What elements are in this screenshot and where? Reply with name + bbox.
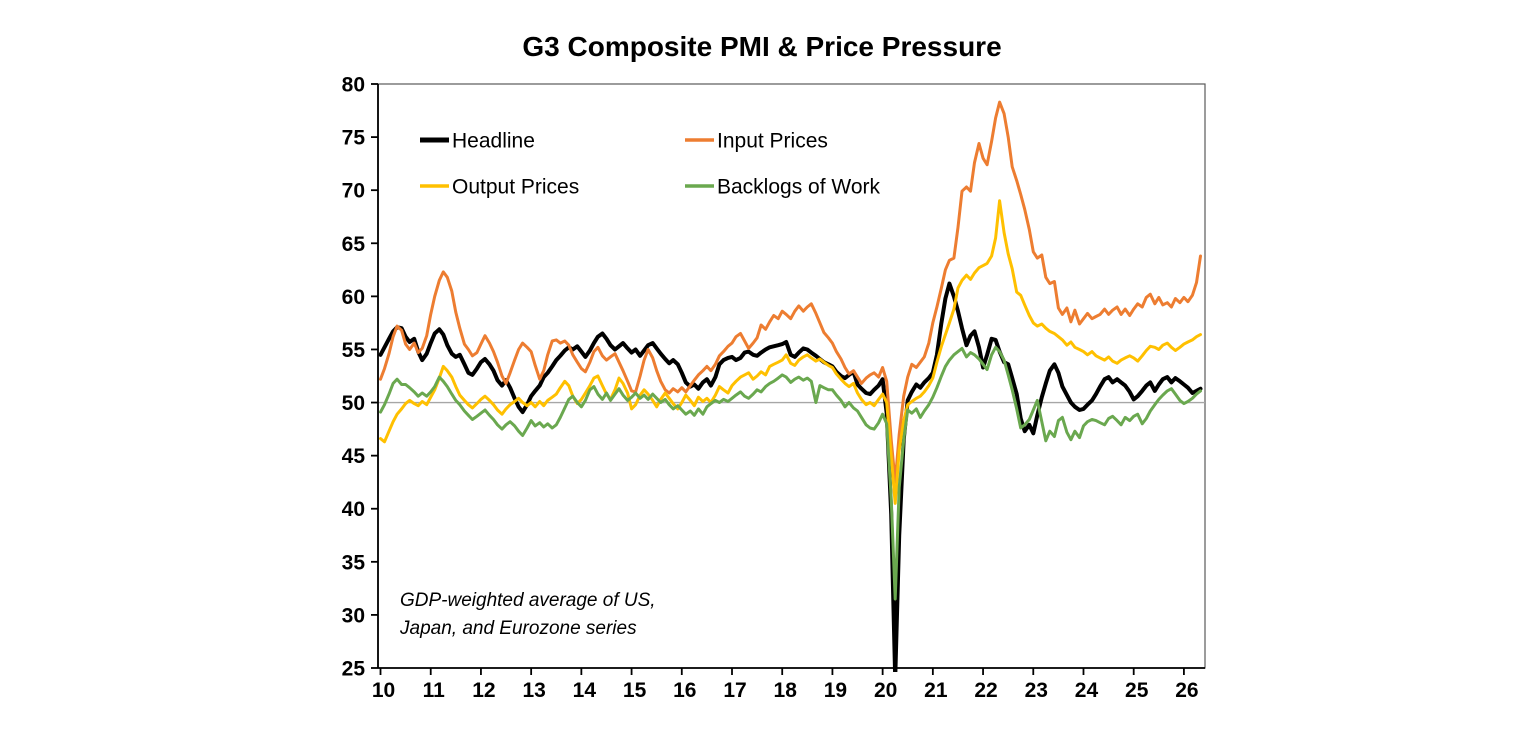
x-tick-label: 18 bbox=[774, 679, 798, 702]
axes: 25 30 35 40 45 50 55 60 65 70 75 80 10 11 12 13 14 15 16 17… bbox=[342, 74, 1205, 702]
legend-item: Backlogs of Work bbox=[685, 176, 881, 199]
y-tick-label: 80 bbox=[342, 74, 365, 97]
y-tick-label: 25 bbox=[342, 658, 366, 681]
y-tick-label: 75 bbox=[342, 127, 366, 150]
x-tick-label: 20 bbox=[874, 679, 897, 702]
y-tick-label: 65 bbox=[342, 233, 366, 256]
y-tick-label: 50 bbox=[342, 392, 365, 415]
series-lines bbox=[378, 100, 1203, 672]
annotation-line-2: Japan, and Eurozone series bbox=[399, 618, 637, 639]
x-tick-label: 22 bbox=[974, 679, 997, 702]
output-prices-series-line bbox=[379, 199, 1202, 505]
x-tick-label: 15 bbox=[623, 679, 647, 702]
x-tick-label: 19 bbox=[824, 679, 847, 702]
annotation-line-1: GDP-weighted average of US, bbox=[400, 590, 656, 611]
input-prices-series-line bbox=[379, 100, 1202, 484]
legend-item-label: Backlogs of Work bbox=[717, 176, 881, 199]
y-tick-label: 60 bbox=[342, 286, 365, 309]
x-tick-label: 23 bbox=[1025, 679, 1048, 702]
y-tick-label: 70 bbox=[342, 180, 365, 203]
x-tick-label: 14 bbox=[573, 679, 597, 702]
legend-item: Headline bbox=[420, 130, 535, 153]
y-tick-label: 35 bbox=[342, 551, 366, 574]
x-tick-label: 13 bbox=[522, 679, 545, 702]
x-tick-label: 12 bbox=[472, 679, 495, 702]
x-tick-label: 17 bbox=[723, 679, 746, 702]
y-tick-label: 30 bbox=[342, 604, 365, 627]
y-tick-label: 45 bbox=[342, 445, 366, 468]
x-tick-label: 24 bbox=[1075, 679, 1099, 702]
x-tick-label: 25 bbox=[1125, 679, 1149, 702]
legend-item-label: Input Prices bbox=[717, 130, 828, 153]
legend-item-label: Output Prices bbox=[452, 176, 579, 199]
x-tick-label: 10 bbox=[372, 679, 395, 702]
backlogs-of-work-series-line bbox=[379, 345, 1202, 601]
legend-item: Input Prices bbox=[685, 130, 828, 153]
chart-title: G3 Composite PMI & Price Pressure bbox=[522, 31, 1001, 62]
chart-legend: Headline Input Prices Output Prices Backlog… bbox=[420, 130, 881, 199]
x-tick-label: 16 bbox=[673, 679, 696, 702]
x-tick-label: 21 bbox=[924, 679, 948, 702]
y-tick-label: 55 bbox=[342, 339, 366, 362]
headline-series-line bbox=[378, 281, 1203, 672]
legend-item: Output Prices bbox=[420, 176, 579, 199]
x-tick-label: 26 bbox=[1175, 679, 1198, 702]
x-tick-label: 11 bbox=[423, 679, 446, 702]
y-tick-label: 40 bbox=[342, 498, 365, 521]
legend-item-label: Headline bbox=[452, 130, 535, 153]
